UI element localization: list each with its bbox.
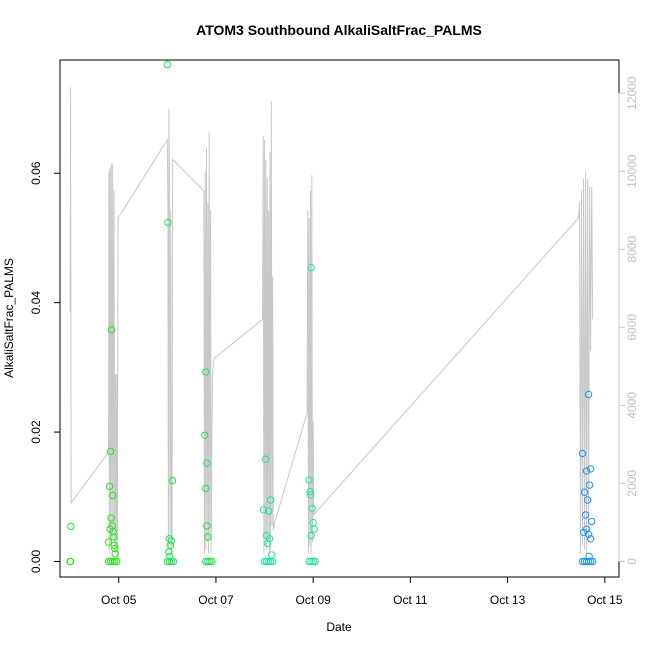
data-point — [111, 550, 119, 558]
data-point — [310, 525, 318, 533]
data-point — [111, 544, 119, 553]
data-point — [109, 491, 117, 500]
secondary-line — [69, 87, 594, 562]
data-point — [259, 506, 268, 514]
y2-tick-label: 6000 — [625, 314, 639, 341]
data-point — [110, 541, 118, 549]
data-point — [585, 552, 593, 560]
data-point — [578, 449, 587, 458]
data-point — [168, 476, 177, 485]
y-axis-label: AlkaliSaltFrac_PALMS — [2, 258, 16, 378]
data-point — [201, 431, 209, 439]
data-point — [106, 525, 114, 533]
y-tick-label: 0.02 — [29, 420, 43, 444]
data-point — [167, 557, 176, 566]
data-point — [169, 557, 178, 566]
y2-tick-label: 2000 — [625, 470, 639, 497]
data-point — [586, 535, 595, 543]
data-point — [585, 481, 594, 489]
x-tick-label: Oct 09 — [295, 593, 331, 607]
data-point — [582, 467, 591, 475]
data-point — [580, 488, 589, 496]
data-point — [167, 537, 176, 545]
data-point — [584, 390, 593, 399]
data-point — [66, 557, 75, 566]
data-point — [208, 557, 216, 566]
data-point — [308, 504, 316, 513]
y2-tick-label: 8000 — [625, 236, 639, 263]
data-point — [588, 517, 596, 526]
data-point — [113, 557, 121, 566]
plot-frame — [59, 59, 620, 578]
data-point — [579, 528, 588, 537]
y-tick-label: 0.06 — [29, 161, 43, 185]
data-point — [206, 557, 214, 566]
data-point — [265, 535, 274, 543]
data-point — [204, 533, 212, 541]
data-point — [203, 522, 211, 530]
y-tick-label: 0.04 — [29, 291, 43, 315]
data-point — [110, 533, 118, 541]
data-point — [307, 531, 315, 540]
data-point — [266, 557, 275, 566]
data-point — [165, 548, 173, 556]
x-tick-label: Oct 13 — [490, 593, 526, 607]
data-point — [311, 557, 319, 566]
y2-tick-label: 10000 — [625, 154, 639, 188]
data-point — [109, 557, 117, 566]
data-point — [584, 557, 593, 566]
y-tick-label: 0.00 — [29, 549, 43, 573]
data-point — [306, 491, 315, 499]
data-point — [269, 557, 277, 566]
data-point — [163, 60, 172, 69]
data-point — [202, 484, 210, 493]
data-point — [307, 264, 315, 272]
chart-title: ATOM3 Southbound AlkaliSaltFrac_PALMS — [196, 22, 482, 38]
axes: Oct 05 Oct 07 Oct 09 Oct 11 Oct 13 Oct 15 0.00… — [29, 76, 639, 607]
data-point — [107, 326, 116, 334]
data-point — [306, 487, 314, 496]
data-point — [264, 507, 273, 515]
data-point — [586, 557, 595, 566]
y2-tick-label: 4000 — [625, 392, 639, 419]
data-point — [105, 482, 114, 491]
data-point — [589, 557, 597, 566]
data-points — [66, 60, 597, 566]
data-point — [104, 538, 113, 546]
data-point — [164, 218, 172, 227]
data-point — [165, 557, 174, 566]
data-point — [204, 557, 212, 566]
data-point — [268, 551, 276, 559]
data-point — [309, 557, 317, 566]
y2-tick-label: 12000 — [625, 76, 639, 110]
data-point — [67, 522, 75, 531]
data-point — [111, 557, 119, 566]
data-point — [584, 530, 593, 538]
data-point — [106, 447, 115, 456]
data-point — [307, 557, 315, 566]
data-point — [263, 539, 272, 548]
data-point — [586, 465, 595, 473]
data-point — [583, 496, 592, 504]
data-point — [266, 496, 275, 504]
secondary-series — [69, 87, 594, 562]
x-tick-label: Oct 11 — [393, 593, 428, 607]
x-tick-label: Oct 05 — [101, 593, 137, 607]
x-axis-label: Date — [326, 620, 352, 634]
x-tick-label: Oct 15 — [587, 593, 623, 607]
data-point — [305, 476, 313, 484]
data-point — [202, 368, 210, 376]
data-point — [264, 557, 273, 566]
data-point — [107, 514, 115, 522]
data-point — [261, 455, 270, 463]
data-point — [203, 459, 211, 467]
y2-tick-label: 0 — [625, 558, 639, 565]
x-tick-label: Oct 07 — [198, 593, 234, 607]
data-point — [581, 511, 590, 519]
